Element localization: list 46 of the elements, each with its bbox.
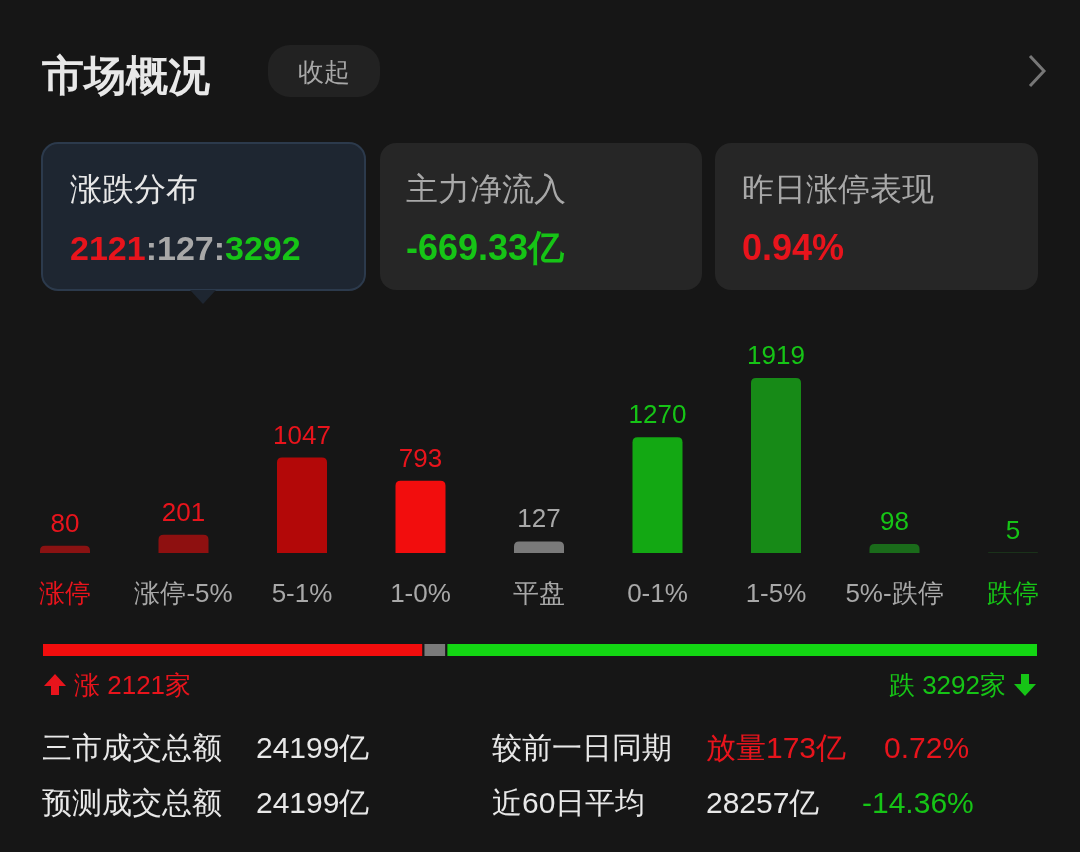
text: 近60日平均 — [492, 786, 646, 819]
text: 涨 2121家 — [74, 670, 192, 700]
x-tick-label: 5-1% — [271, 578, 333, 608]
bar — [869, 544, 920, 553]
text: 收起 — [298, 57, 350, 87]
text: 较前一日同期 — [492, 731, 672, 764]
data-label: 127 — [517, 503, 561, 534]
text: 24199亿 — [256, 786, 370, 819]
text: 28257亿 — [706, 786, 820, 819]
bar — [277, 457, 327, 553]
bar — [158, 534, 209, 553]
data-label: 1919 — [747, 340, 805, 370]
data-label: 98 — [880, 506, 909, 537]
text: 0.72% — [884, 731, 970, 764]
text: 2121:127:3292 — [70, 229, 301, 267]
x-tick-label: 1-0% — [390, 578, 451, 608]
text: 24199亿 — [256, 731, 370, 764]
text: -14.36% — [862, 786, 974, 819]
text: -669.33亿 — [406, 227, 566, 268]
text: 市场概况 — [41, 52, 210, 99]
data-label: 793 — [398, 442, 443, 473]
text: 主力净流入 — [406, 171, 566, 207]
x-tick-label: 平盘 — [513, 578, 565, 608]
text: 放量173亿 — [706, 731, 847, 764]
data-label: 5 — [1005, 514, 1021, 545]
data-label: 1047 — [273, 419, 331, 450]
data-label: 201 — [161, 496, 206, 527]
text: 涨跌分布 — [70, 171, 198, 207]
x-tick-label: 0-1% — [627, 578, 688, 608]
bar — [395, 480, 446, 553]
x-tick-label: 5%-跌停 — [845, 578, 944, 608]
bar — [751, 378, 801, 553]
x-tick-label: 跌停 — [987, 578, 1039, 608]
text: 跌 3292家 — [888, 670, 1006, 700]
bar — [514, 541, 564, 553]
data-label: 1270 — [628, 399, 687, 430]
text: 0.94% — [742, 227, 845, 268]
bar — [632, 437, 683, 553]
bar — [40, 545, 90, 553]
text: 预测成交总额 — [42, 786, 222, 819]
x-tick-label: 涨停 — [39, 578, 91, 608]
x-tick-label: 涨停-5% — [134, 578, 233, 608]
x-tick-label: 1-5% — [745, 578, 807, 608]
text: 昨日涨停表现 — [742, 171, 934, 207]
text: 三市成交总额 — [42, 731, 222, 764]
data-label: 80 — [50, 507, 80, 538]
